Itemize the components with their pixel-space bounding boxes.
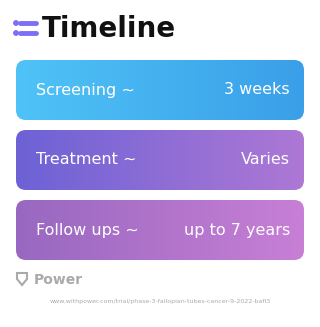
- Text: Treatment ~: Treatment ~: [36, 152, 137, 167]
- Text: Screening ~: Screening ~: [36, 82, 135, 97]
- Text: 3 weeks: 3 weeks: [224, 82, 290, 97]
- Text: Timeline: Timeline: [42, 15, 176, 43]
- Text: up to 7 years: up to 7 years: [184, 222, 290, 237]
- Text: Follow ups ~: Follow ups ~: [36, 222, 139, 237]
- Circle shape: [14, 21, 18, 25]
- Text: Power: Power: [34, 273, 83, 287]
- Circle shape: [14, 31, 18, 35]
- Text: Varies: Varies: [241, 152, 290, 167]
- Text: www.withpower.com/trial/phase-3-fallopian-tubes-cancer-9-2022-bafl3: www.withpower.com/trial/phase-3-fallopia…: [49, 300, 271, 304]
